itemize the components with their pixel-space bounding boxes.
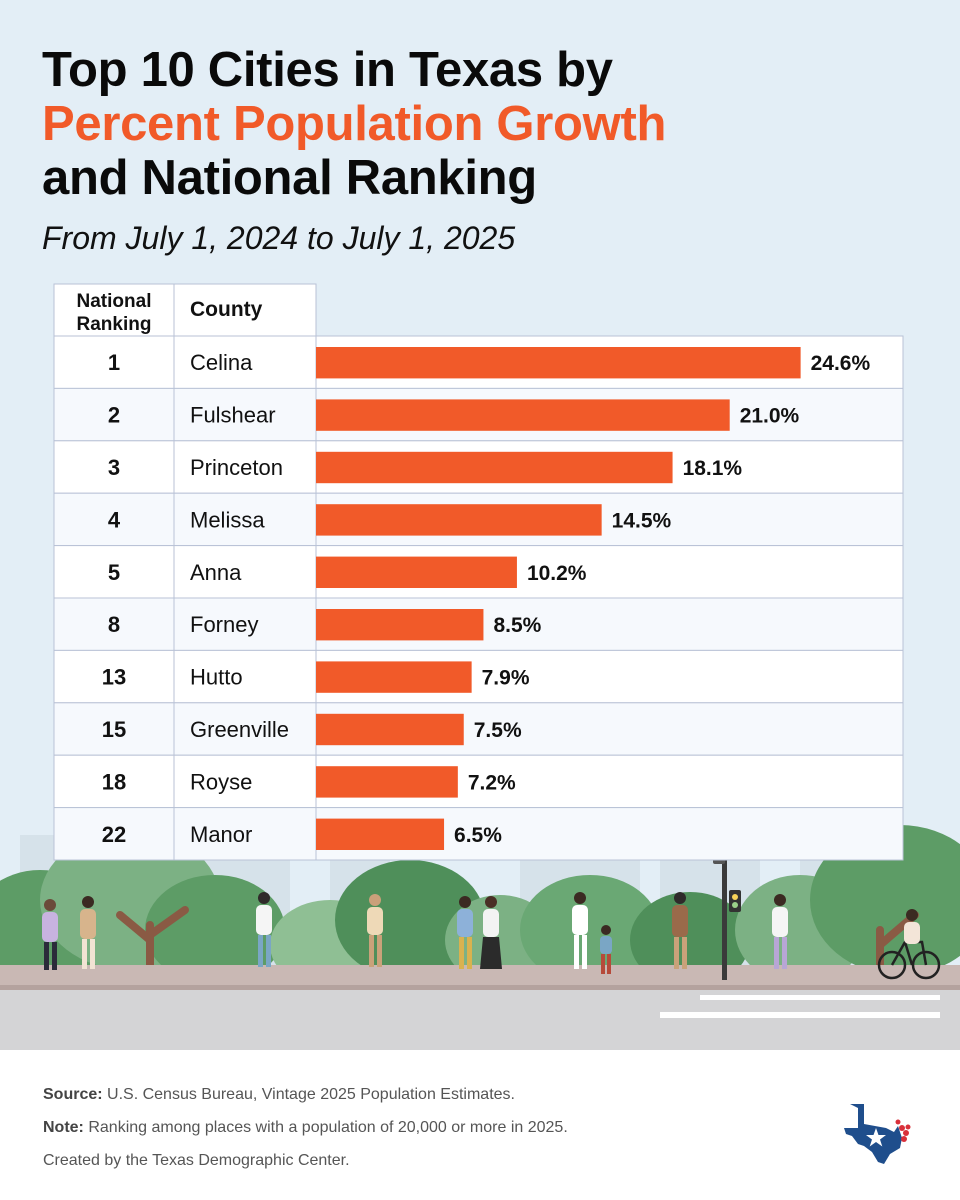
source-line: Source: U.S. Census Bureau, Vintage 2025… bbox=[43, 1078, 568, 1111]
bar bbox=[316, 661, 472, 693]
texas-demographic-center-logo-icon bbox=[844, 1104, 911, 1164]
note-text: Ranking among places with a population o… bbox=[83, 1119, 568, 1136]
header-county: County bbox=[190, 298, 263, 321]
city-label: Celina bbox=[190, 350, 253, 375]
bar bbox=[316, 609, 484, 641]
table-row bbox=[53, 702, 904, 756]
city-label: Forney bbox=[190, 612, 258, 637]
value-label: 8.5% bbox=[493, 614, 541, 637]
value-label: 18.1% bbox=[683, 457, 743, 480]
note-label: Note: bbox=[43, 1119, 84, 1136]
city-label: Manor bbox=[190, 822, 252, 847]
value-label: 6.5% bbox=[454, 824, 502, 847]
rank-label: 18 bbox=[102, 769, 126, 794]
title-line-3: and National Ranking bbox=[42, 151, 537, 205]
rank-label: 8 bbox=[108, 612, 120, 637]
bar bbox=[316, 713, 464, 746]
city-label: Fulshear bbox=[190, 403, 276, 428]
bar bbox=[316, 818, 445, 850]
value-label: 14.5% bbox=[612, 509, 672, 532]
bar bbox=[316, 451, 673, 484]
note-line: Note: Ranking among places with a popula… bbox=[43, 1111, 568, 1144]
table-row bbox=[53, 807, 904, 861]
bar bbox=[316, 399, 730, 431]
rank-label: 4 bbox=[108, 507, 121, 532]
city-label: Anna bbox=[190, 560, 242, 585]
table-row bbox=[53, 649, 904, 704]
city-label: Melissa bbox=[190, 507, 265, 532]
city-label: Greenville bbox=[190, 717, 289, 742]
value-label: 7.5% bbox=[474, 719, 522, 742]
city-label: Hutto bbox=[190, 665, 243, 690]
bar bbox=[316, 766, 458, 798]
city-label: Royse bbox=[190, 769, 252, 794]
value-label: 24.6% bbox=[811, 352, 871, 375]
source-label: Source: bbox=[43, 1086, 103, 1103]
rank-label: 15 bbox=[102, 717, 126, 742]
bar bbox=[316, 504, 602, 536]
value-label: 10.2% bbox=[527, 562, 587, 585]
title-line-2-highlight: Percent Population Growth bbox=[42, 97, 667, 151]
rank-label: 22 bbox=[102, 822, 126, 847]
header-national-ranking: National Ranking bbox=[77, 291, 152, 335]
footer: Source: U.S. Census Bureau, Vintage 2025… bbox=[43, 1078, 568, 1177]
title-line-1: Top 10 Cities in Texas by bbox=[42, 43, 613, 97]
value-label: 7.2% bbox=[468, 771, 516, 794]
source-text: U.S. Census Bureau, Vintage 2025 Populat… bbox=[102, 1086, 515, 1103]
bar bbox=[316, 347, 801, 379]
table-row bbox=[53, 754, 904, 809]
bar bbox=[316, 556, 517, 588]
value-label: 21.0% bbox=[740, 405, 800, 428]
rank-label: 1 bbox=[108, 350, 120, 375]
rank-label: 5 bbox=[108, 560, 120, 585]
credit-line: Created by the Texas Demographic Center. bbox=[43, 1152, 350, 1169]
rank-label: 13 bbox=[102, 665, 126, 690]
rank-label: 3 bbox=[108, 455, 120, 480]
subtitle: From July 1, 2024 to July 1, 2025 bbox=[42, 220, 516, 256]
city-label: Princeton bbox=[190, 455, 283, 480]
rank-label: 2 bbox=[108, 403, 120, 428]
value-label: 7.9% bbox=[482, 667, 530, 690]
